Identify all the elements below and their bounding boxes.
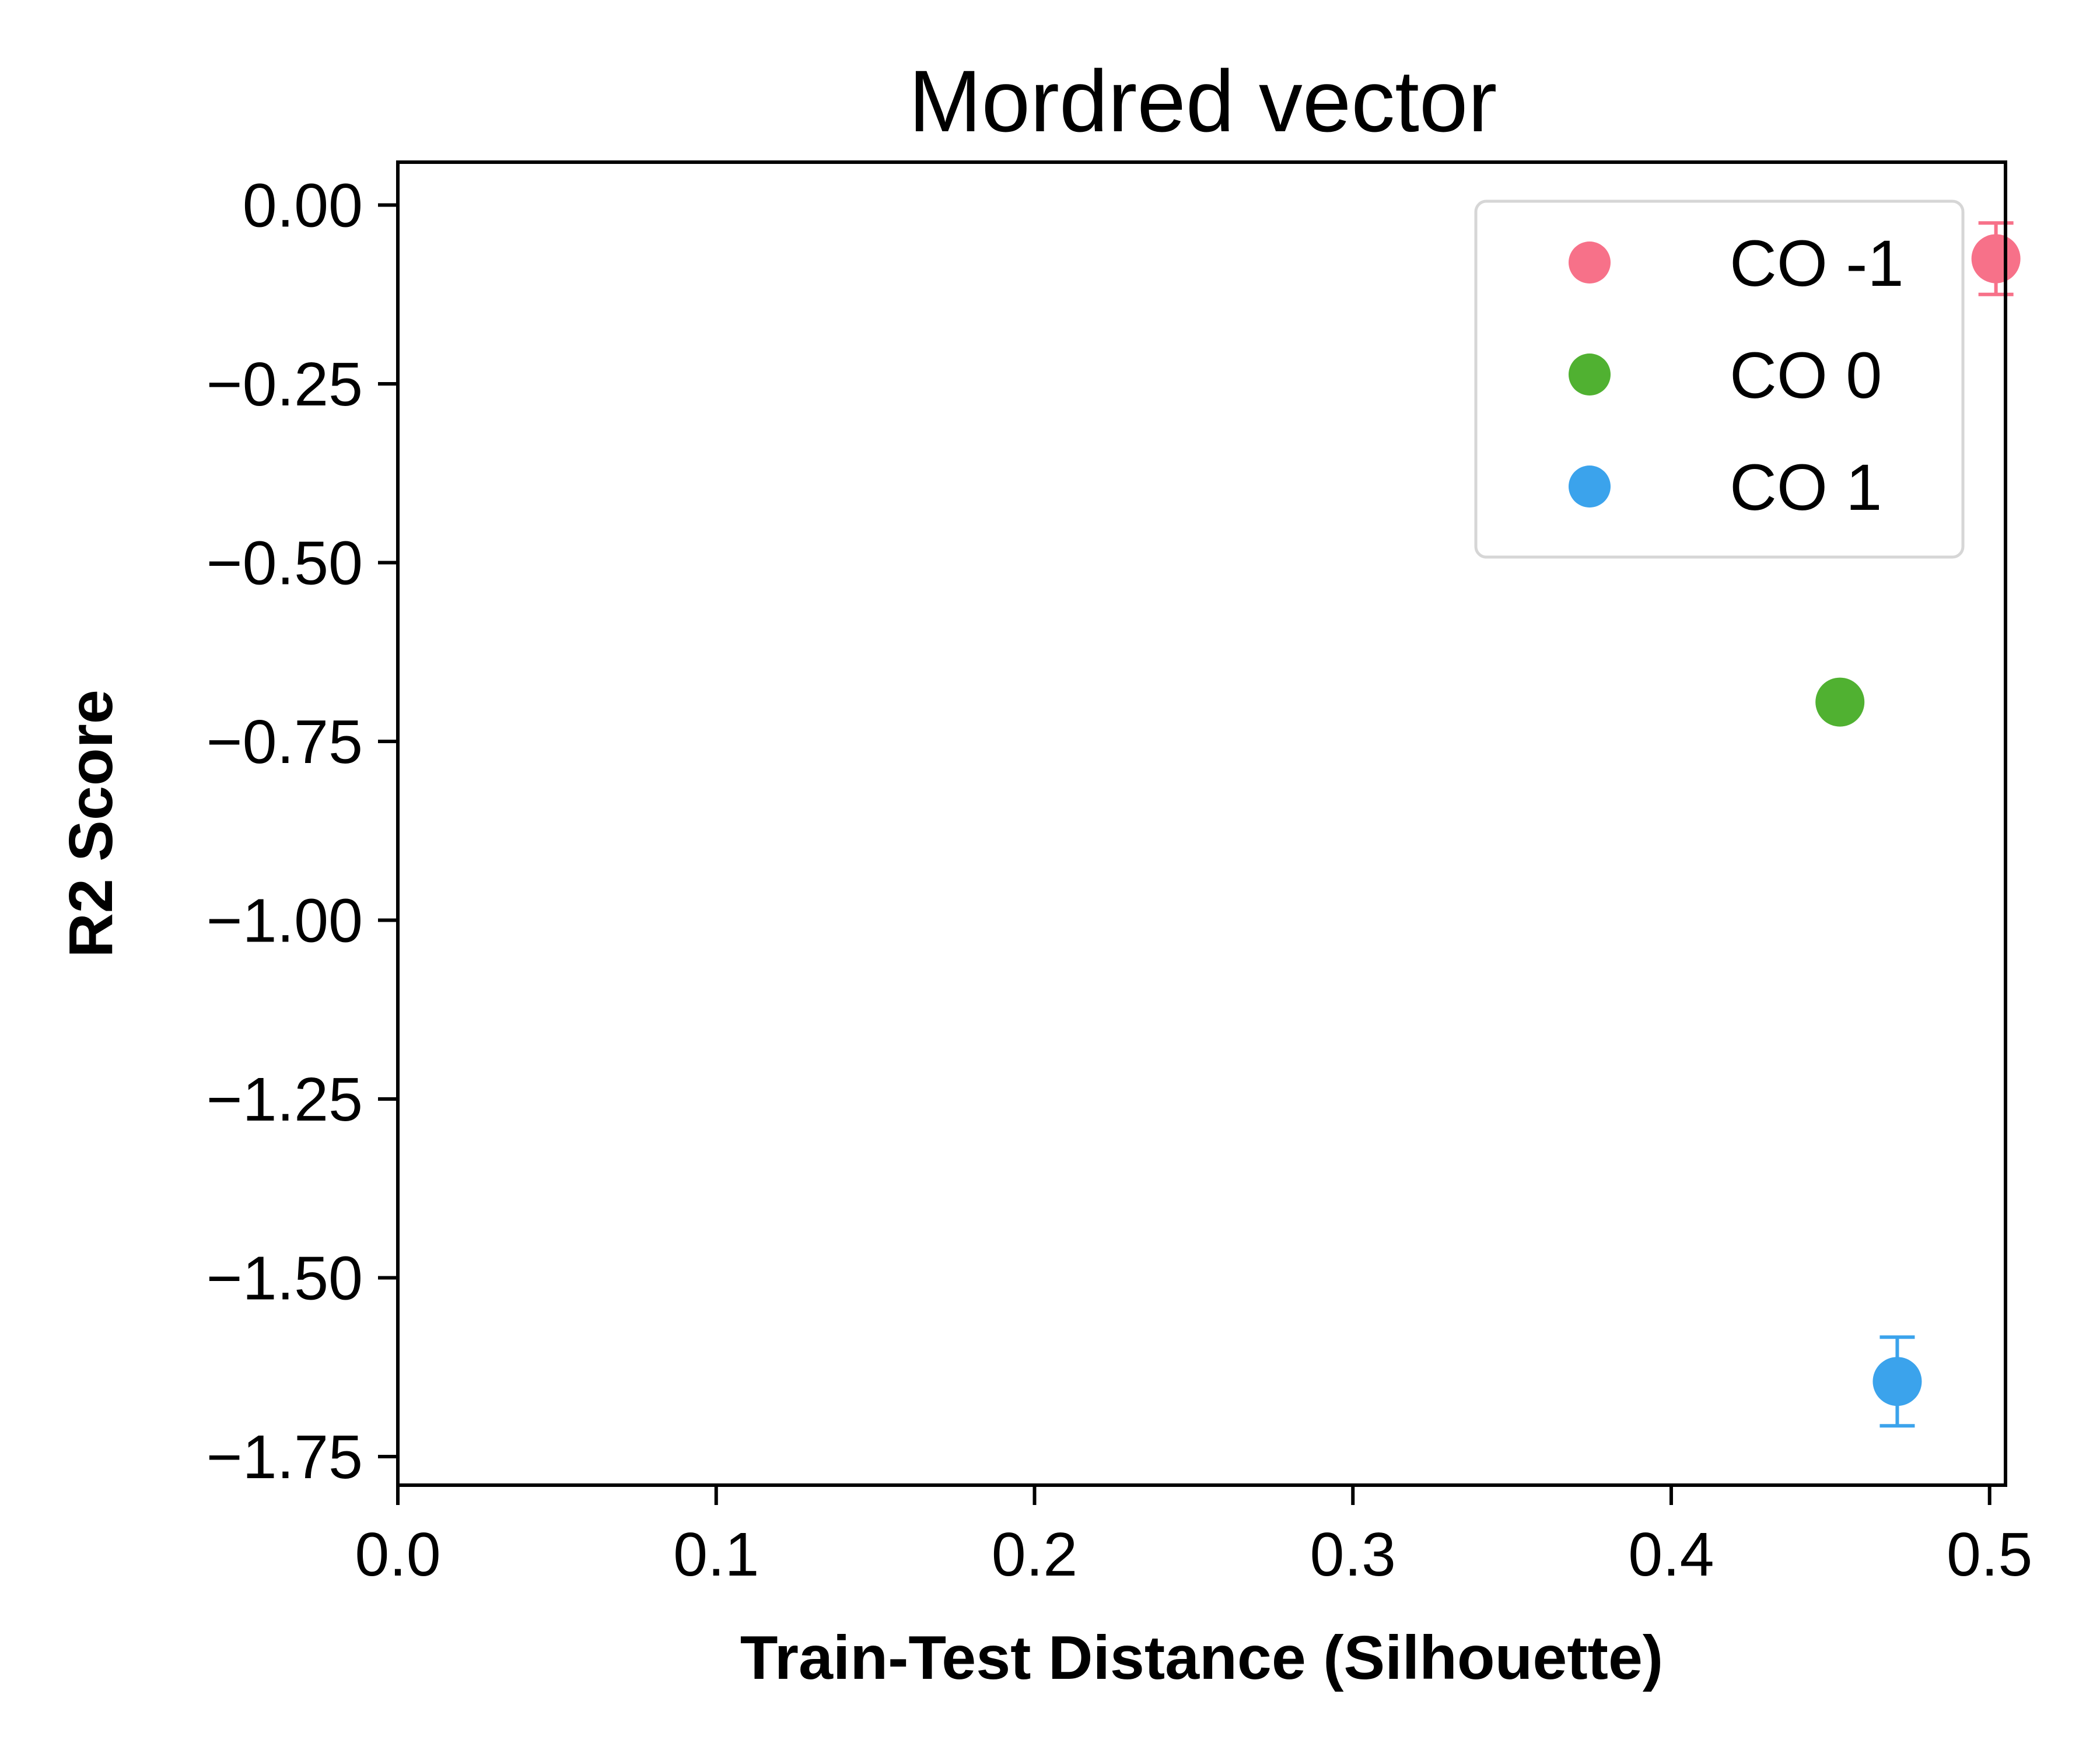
- y-tick-label: −1.00: [206, 887, 363, 956]
- legend-item: CO 1: [1569, 451, 1882, 524]
- data-points: [1815, 221, 2021, 1428]
- x-tick-label: 0.0: [355, 1520, 440, 1589]
- x-tick-label: 0.4: [1628, 1520, 1714, 1589]
- point-marker: [1815, 677, 1865, 727]
- scatter-point: [1873, 1335, 1922, 1428]
- scatter-point: [1971, 221, 2021, 296]
- legend-marker: [1569, 354, 1611, 396]
- point-marker: [1971, 234, 2021, 284]
- chart-title: Mordred vector: [909, 52, 1497, 150]
- x-tick-label: 0.1: [673, 1520, 759, 1589]
- legend-label: CO 1: [1730, 451, 1882, 524]
- plot-frame: [396, 160, 2007, 1487]
- legend-item: CO 0: [1569, 339, 1882, 412]
- y-tick-label: −0.75: [206, 708, 363, 776]
- y-tick-label: 0.00: [243, 172, 363, 240]
- legend: CO -1 CO 0 CO 1: [1474, 200, 1965, 559]
- scatter-point: [1815, 677, 1865, 727]
- y-tick-label: −1.50: [206, 1244, 363, 1312]
- y-tick-label: −1.75: [206, 1423, 363, 1492]
- point-marker: [1873, 1357, 1922, 1406]
- legend-label: CO -1: [1730, 227, 1904, 300]
- x-tick-label: 0.5: [1947, 1520, 2032, 1589]
- legend-label: CO 0: [1730, 339, 1882, 412]
- x-tick-label: 0.3: [1310, 1520, 1396, 1589]
- legend-item: CO -1: [1569, 227, 1904, 300]
- y-tick-label: −1.25: [206, 1065, 363, 1134]
- y-tick-label: −0.50: [206, 529, 363, 598]
- y-tick-label: −0.25: [206, 350, 363, 419]
- legend-marker: [1569, 466, 1611, 508]
- x-tick-label: 0.2: [992, 1520, 1077, 1589]
- legend-marker: [1569, 242, 1611, 284]
- axis-ticks: 0.0 0.1 0.2 0.3 0.4 0.5 0.00 −0.25 −0.50 −0.75 −1.…: [206, 172, 2033, 1589]
- y-axis-label: R2 Score: [57, 690, 125, 958]
- x-axis-label: Train-Test Distance (Silhouette): [740, 1623, 1663, 1692]
